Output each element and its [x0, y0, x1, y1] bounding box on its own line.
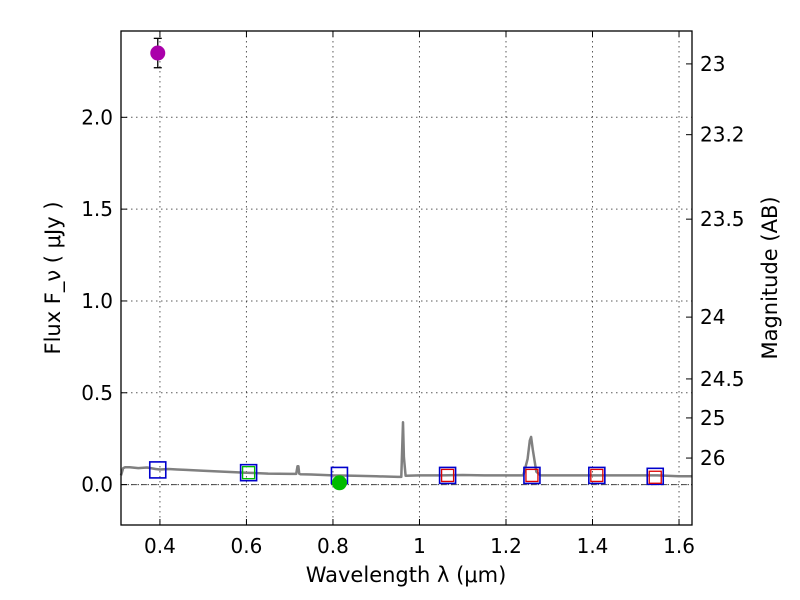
- mag-tick-label: 23: [700, 52, 725, 76]
- model-photometry-marker: [523, 466, 541, 485]
- x-tick-label: 0.6: [231, 534, 263, 558]
- y-tick-label: 0.0: [81, 473, 113, 497]
- x-tick-label: 0.4: [144, 534, 176, 558]
- x-tick-label: 1.2: [490, 534, 522, 558]
- inner-photometry-marker: [525, 468, 539, 483]
- x-tick-label: 1.4: [577, 534, 609, 558]
- y-tick-label: 0.5: [81, 381, 113, 405]
- detection-point: [150, 45, 166, 61]
- model-photometry-marker: [148, 461, 167, 479]
- x-tick-label: 1: [413, 534, 426, 558]
- mag-tick-label: 25: [700, 406, 725, 430]
- inner-photometry-marker: [440, 468, 455, 483]
- mag-tick-label: 23.5: [700, 207, 745, 231]
- plot-frame: [120, 30, 693, 526]
- mag-tick-label: 24: [700, 305, 725, 329]
- mag-tick-label: 26: [700, 446, 725, 470]
- model-photometry-marker: [588, 466, 606, 485]
- x-tick-label: 1.6: [663, 534, 695, 558]
- inner-photometry-marker: [241, 466, 256, 480]
- mag-tick-label: 23.2: [700, 123, 745, 147]
- grid-lines: [121, 31, 692, 525]
- y2-axis-label: Magnitude (AB): [758, 196, 782, 359]
- model-photometry-marker: [438, 466, 457, 485]
- y-tick-label: 1.0: [81, 289, 113, 313]
- detection-point: [331, 475, 347, 491]
- mag-tick-label: 24.5: [700, 367, 745, 391]
- x-tick-label: 0.8: [317, 534, 349, 558]
- y-axis-label: Flux F_ν ( μJy ): [41, 201, 66, 354]
- model-photometry-marker: [646, 467, 665, 486]
- x-axis-label: Wavelength λ (μm): [306, 563, 507, 587]
- inner-photometry-marker: [648, 470, 662, 484]
- axis-ticks: 0.4 0.6 0.8 1 1.2 1.4 1.6 0.0 0.5 1.0 1.5 2.0 23 23.2…: [81, 31, 745, 558]
- y-tick-label: 1.5: [81, 197, 113, 221]
- y-tick-label: 2.0: [81, 105, 113, 129]
- data-series: [119, 37, 692, 491]
- inner-photometry-marker: [590, 468, 604, 483]
- model-photometry-marker: [239, 463, 258, 482]
